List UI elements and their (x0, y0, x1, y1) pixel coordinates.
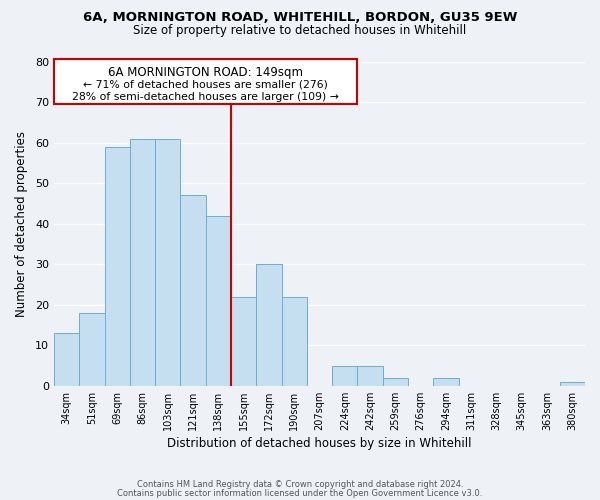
Bar (155, 138, 181, 386)
Y-axis label: Number of detached properties: Number of detached properties (15, 130, 28, 316)
Text: 6A MORNINGTON ROAD: 149sqm: 6A MORNINGTON ROAD: 149sqm (108, 66, 303, 80)
Text: Contains HM Land Registry data © Crown copyright and database right 2024.: Contains HM Land Registry data © Crown c… (137, 480, 463, 489)
Bar (332, 366, 358, 386)
X-axis label: Distribution of detached houses by size in Whitehill: Distribution of detached houses by size … (167, 437, 472, 450)
Text: Contains public sector information licensed under the Open Government Licence v3: Contains public sector information licen… (118, 488, 482, 498)
Bar (104, 146, 130, 386)
Bar (54, 333, 79, 386)
Bar (130, 138, 155, 386)
Bar (383, 378, 408, 386)
Text: 28% of semi-detached houses are larger (109) →: 28% of semi-detached houses are larger (… (72, 92, 339, 102)
Bar (181, 196, 206, 386)
Bar (358, 366, 383, 386)
Text: Size of property relative to detached houses in Whitehill: Size of property relative to detached ho… (133, 24, 467, 37)
Bar (79, 313, 104, 386)
Bar (281, 296, 307, 386)
Bar (433, 378, 458, 386)
Bar (256, 264, 281, 386)
Bar (560, 382, 585, 386)
FancyBboxPatch shape (54, 60, 358, 104)
Text: 6A, MORNINGTON ROAD, WHITEHILL, BORDON, GU35 9EW: 6A, MORNINGTON ROAD, WHITEHILL, BORDON, … (83, 11, 517, 24)
Bar (231, 296, 256, 386)
Bar (206, 216, 231, 386)
Text: ← 71% of detached houses are smaller (276): ← 71% of detached houses are smaller (27… (83, 80, 328, 90)
